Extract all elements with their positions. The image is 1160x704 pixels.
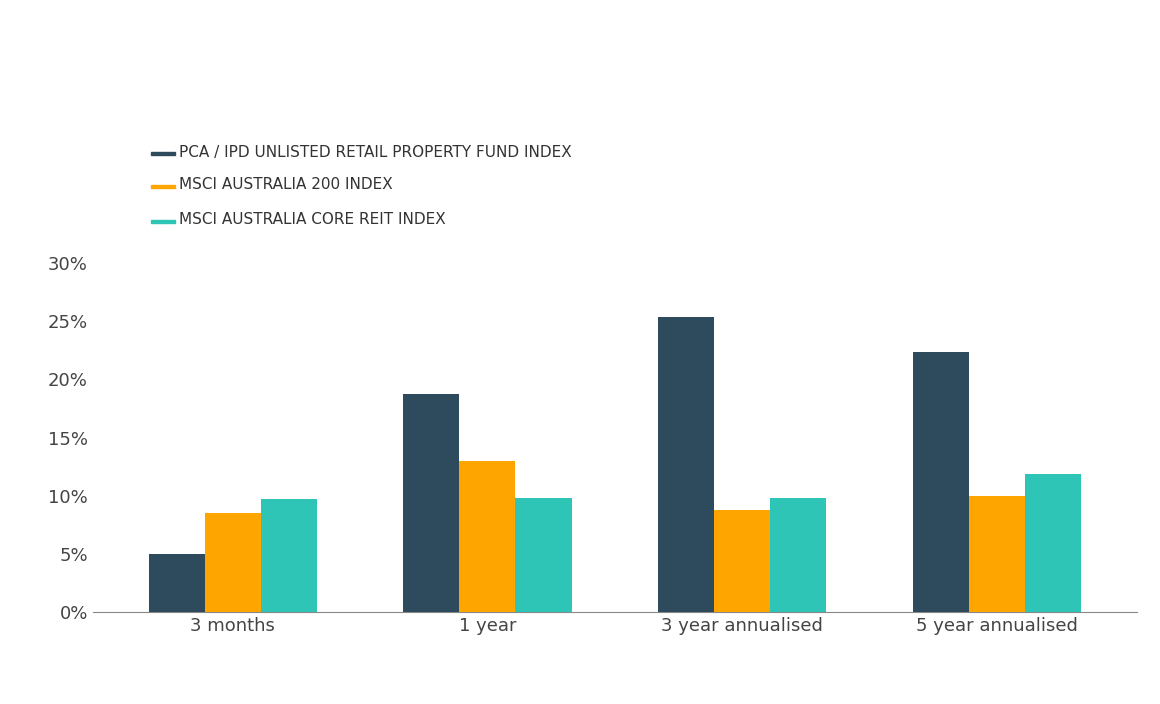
Bar	[715, 510, 770, 612]
FancyBboxPatch shape	[151, 184, 175, 188]
FancyBboxPatch shape	[151, 220, 175, 223]
Text: MSCI AUSTRALIA 200 INDEX: MSCI AUSTRALIA 200 INDEX	[179, 177, 393, 192]
Bar	[459, 461, 515, 612]
Bar	[913, 353, 969, 612]
Bar	[658, 318, 715, 612]
Bar	[404, 394, 459, 612]
Bar	[205, 513, 261, 612]
Text: PERIODS TO JUNE 2018: PERIODS TO JUNE 2018	[17, 91, 414, 120]
Bar	[1024, 474, 1081, 612]
Bar	[515, 498, 572, 612]
Text: PCA / IPD UNLISTED RETAIL PROPERTY FUND INDEX: PCA / IPD UNLISTED RETAIL PROPERTY FUND …	[179, 144, 572, 160]
Bar	[969, 496, 1024, 612]
Bar	[770, 498, 826, 612]
Bar	[261, 499, 317, 612]
Text: MSCI AUSTRALIA CORE REIT INDEX: MSCI AUSTRALIA CORE REIT INDEX	[179, 212, 445, 227]
Text: UNLISTED PROPERTY VS. EQUITIES: UNLISTED PROPERTY VS. EQUITIES	[17, 29, 612, 58]
FancyBboxPatch shape	[151, 152, 175, 156]
Bar	[148, 554, 205, 612]
